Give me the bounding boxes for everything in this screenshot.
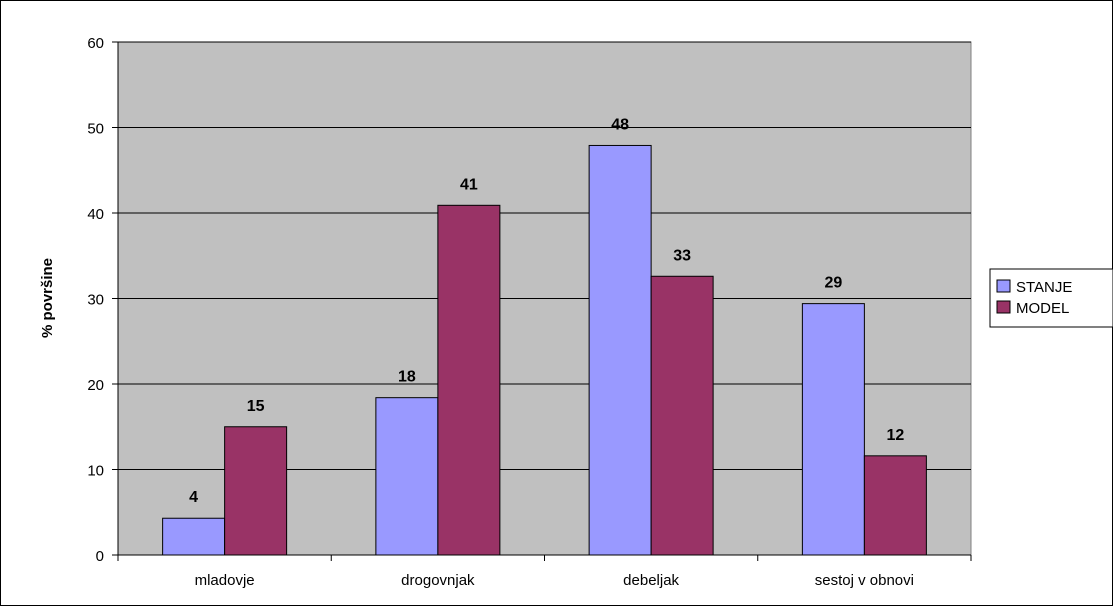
legend-label-stanje: STANJE (1016, 279, 1072, 296)
x-tick-label: debeljak (623, 572, 679, 589)
data-label: 29 (824, 275, 842, 292)
y-tick-label: 50 (87, 121, 104, 138)
data-labels-group: 4 15 18 41 48 33 29 12 (189, 116, 904, 506)
x-tick-label: drogovnjak (401, 572, 475, 589)
bar-stanje (801, 303, 865, 556)
x-tick-label: mladovje (195, 572, 255, 589)
bar-stanje (162, 517, 226, 556)
bars-group (162, 144, 927, 556)
data-label: 4 (189, 489, 198, 506)
x-axis: mladovje drogovnjak debeljak sestoj v obnov… (117, 554, 972, 589)
y-tick-label: 30 (87, 292, 104, 309)
legend-box (989, 268, 1113, 328)
y-axis: 0 10 20 30 40 50 60 (87, 35, 119, 565)
bar-model (224, 426, 288, 556)
data-label: 15 (247, 398, 265, 415)
legend-swatch-model (996, 300, 1011, 314)
legend: STANJE MODEL (989, 268, 1113, 328)
y-tick-label: 10 (87, 463, 104, 480)
data-label: 18 (398, 369, 416, 386)
y-tick-label: 20 (87, 377, 104, 394)
data-label: 48 (611, 116, 629, 133)
legend-swatch-stanje (996, 279, 1011, 293)
data-label: 41 (460, 176, 478, 193)
y-tick-label: 40 (87, 206, 104, 223)
bar-model (650, 275, 714, 556)
data-label: 12 (886, 427, 904, 444)
x-tick-label: sestoj v obnovi (815, 572, 914, 589)
legend-label-model: MODEL (1016, 300, 1069, 317)
y-tick-label: 0 (96, 548, 104, 565)
bar-stanje (588, 144, 652, 556)
bar-model (863, 455, 927, 556)
y-axis-label: % površine (39, 258, 56, 338)
data-label: 33 (673, 247, 691, 264)
y-tick-label: 60 (87, 35, 104, 52)
bar-stanje (375, 397, 439, 556)
bar-model (437, 204, 501, 556)
